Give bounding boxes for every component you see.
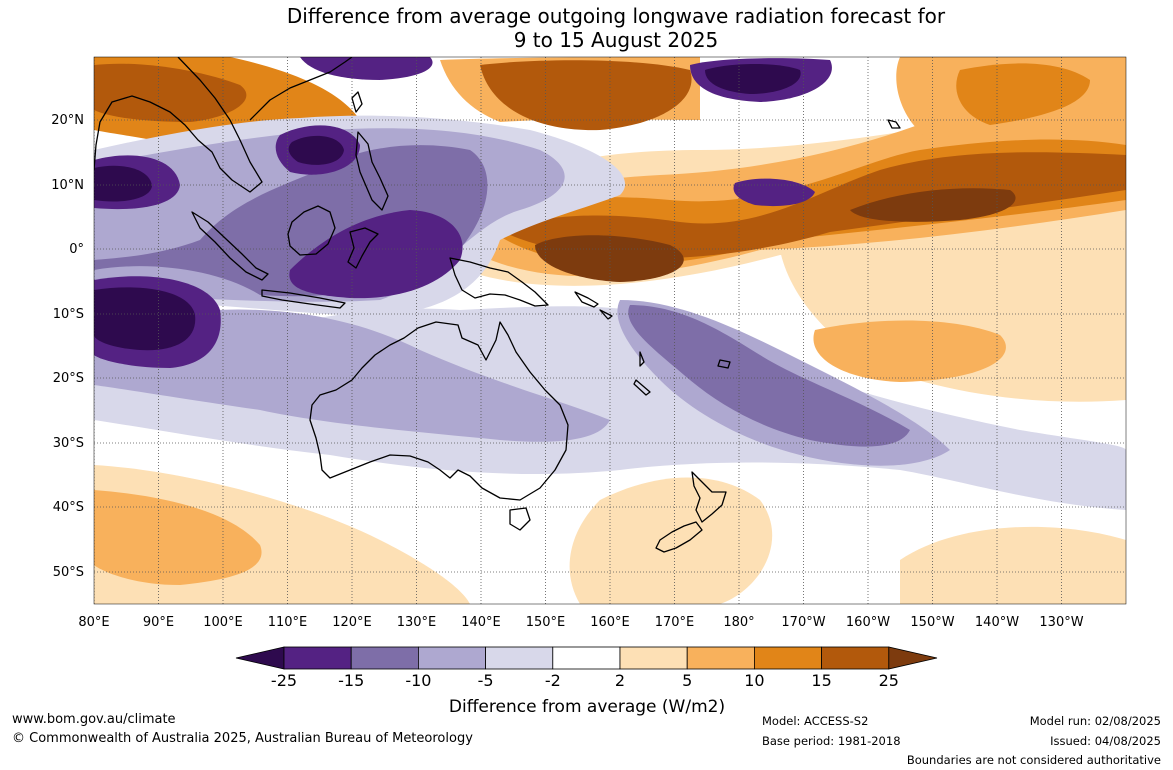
colorbar-tick: -2	[545, 671, 561, 690]
neg-lt25-west-indian	[94, 287, 196, 351]
colorbar-tick: 2	[615, 671, 625, 690]
lon-label: 90°E	[143, 615, 174, 630]
neg-lt25-philippine-sea	[288, 135, 344, 165]
lon-label: 150°W	[910, 615, 954, 630]
lat-label: 10°N	[51, 178, 84, 193]
pos-5-10-eastpacific	[813, 320, 1006, 382]
colorbar-gt-25	[888, 646, 938, 670]
java-coast	[261, 289, 346, 309]
new-zealand-north-island	[691, 471, 727, 523]
vanuatu-fiji	[639, 351, 731, 369]
lat-label: 20°S	[53, 371, 84, 386]
colorbar-bin--5--2	[485, 646, 554, 670]
pos-west-south-china-strong	[94, 63, 247, 122]
copyright-text: © Commonwealth of Australia 2025, Austra…	[12, 731, 473, 746]
lat-label: 10°S	[53, 307, 84, 322]
coastlines	[94, 57, 901, 553]
issued-date: Issued: 04/08/2025	[1050, 734, 1161, 748]
lon-label: 140°W	[975, 615, 1019, 630]
lon-label: 120°E	[332, 615, 372, 630]
model-name: Model: ACCESS-S2	[762, 714, 869, 728]
map-plot-area	[94, 57, 1126, 604]
neg-lt25-north-pacific	[705, 64, 801, 94]
china-coast	[249, 57, 353, 121]
colorbar-tick: -15	[338, 671, 364, 690]
pos-gt25-equatorial	[535, 235, 684, 282]
lon-label: 130°E	[397, 615, 437, 630]
australia-coast	[309, 321, 569, 501]
colorbar	[235, 646, 938, 670]
sumatra-coast	[191, 211, 269, 281]
website-link[interactable]: www.bom.gov.au/climate	[12, 712, 176, 727]
lon-label: 100°E	[203, 615, 243, 630]
neg-lt25-bay-of-bengal	[94, 165, 152, 202]
pos-northeast-strong	[956, 63, 1090, 125]
lon-label: 80°E	[78, 615, 109, 630]
lon-label: 170°E	[655, 615, 695, 630]
colorbar-bin--10--5	[417, 646, 486, 670]
base-period: Base period: 1981-2018	[762, 734, 901, 748]
pos-5-10-south-indian	[94, 490, 262, 585]
colorbar-bin--2-2	[552, 646, 621, 670]
indochina-coast	[94, 57, 263, 193]
colorbar-tick: 25	[879, 671, 899, 690]
pos-gt25-central	[850, 188, 1016, 222]
neg-15-25-central-pacific	[733, 178, 815, 207]
neg-10-15-spcz	[628, 305, 910, 447]
colorbar-bin--25--15	[283, 646, 352, 670]
boundaries-disclaimer: Boundaries are not considered authoritat…	[906, 753, 1161, 767]
lon-label: 160°E	[590, 615, 630, 630]
sulawesi-coast	[347, 227, 379, 269]
graticule	[94, 57, 1126, 604]
colorbar-tick: 5	[682, 671, 692, 690]
lat-label: 0°	[69, 242, 84, 257]
colorbar-label: Difference from average (W/m2)	[449, 697, 725, 717]
colorbar-tick: 10	[744, 671, 764, 690]
colorbar-tick: -10	[405, 671, 431, 690]
lon-label: 150°E	[526, 615, 566, 630]
latitude-labels: 20°N 10°N 0° 10°S 20°S 30°S 40°S 50°S	[51, 113, 84, 580]
hawaii	[887, 119, 901, 129]
lon-label: 140°E	[461, 615, 501, 630]
philippines-coast	[355, 131, 389, 211]
neg-15-25-maritime	[289, 210, 463, 299]
colorbar-tick: 15	[811, 671, 831, 690]
map-frame	[93, 56, 1127, 605]
pos-2-5-far-southeast	[900, 526, 1126, 604]
title-line-1: Difference from average outgoing longwav…	[286, 4, 946, 28]
taiwan-coast	[351, 91, 363, 113]
title-line-2: 9 to 15 August 2025	[513, 28, 719, 52]
colorbar-tick: -5	[478, 671, 494, 690]
colorbar-bin-10-15	[754, 646, 823, 670]
new-zealand-south-island	[655, 521, 703, 553]
colorbar-bin-5-10	[686, 646, 755, 670]
lon-label: 110°E	[268, 615, 308, 630]
colorbar-bin-2-5	[619, 646, 688, 670]
lat-label: 50°S	[53, 565, 84, 580]
tasmania-coast	[509, 507, 531, 531]
pos-north-band-strong	[480, 60, 692, 131]
map-title: Difference from average outgoing longwav…	[0, 4, 1173, 52]
lat-label: 30°S	[53, 436, 84, 451]
longitude-labels: 80°E 90°E 100°E 110°E 120°E 130°E 140°E …	[78, 615, 1083, 630]
new-caledonia	[633, 379, 651, 396]
lon-label: 170°W	[781, 615, 825, 630]
lon-label: 160°W	[846, 615, 890, 630]
lat-label: 20°N	[51, 113, 84, 128]
pos-15-25-pacific-band	[510, 152, 1126, 259]
lat-label: 40°S	[53, 500, 84, 515]
colorbar-bin-15-25	[821, 646, 890, 670]
colorbar-tick: -25	[271, 671, 297, 690]
model-run-date: Model run: 02/08/2025	[1029, 714, 1161, 728]
solomon-islands	[574, 291, 613, 320]
colorbar-lt-25	[235, 646, 285, 670]
neg-15-25-north-band	[300, 57, 433, 80]
colorbar-bin--15--10	[350, 646, 419, 670]
lon-label: 180°	[723, 615, 754, 630]
new-guinea-coast	[449, 257, 549, 307]
borneo-coast	[287, 205, 336, 256]
colorbar-tick-labels: -25 -15 -10 -5 -2 2 5 10 15 25	[271, 671, 899, 690]
lon-label: 130°W	[1039, 615, 1083, 630]
